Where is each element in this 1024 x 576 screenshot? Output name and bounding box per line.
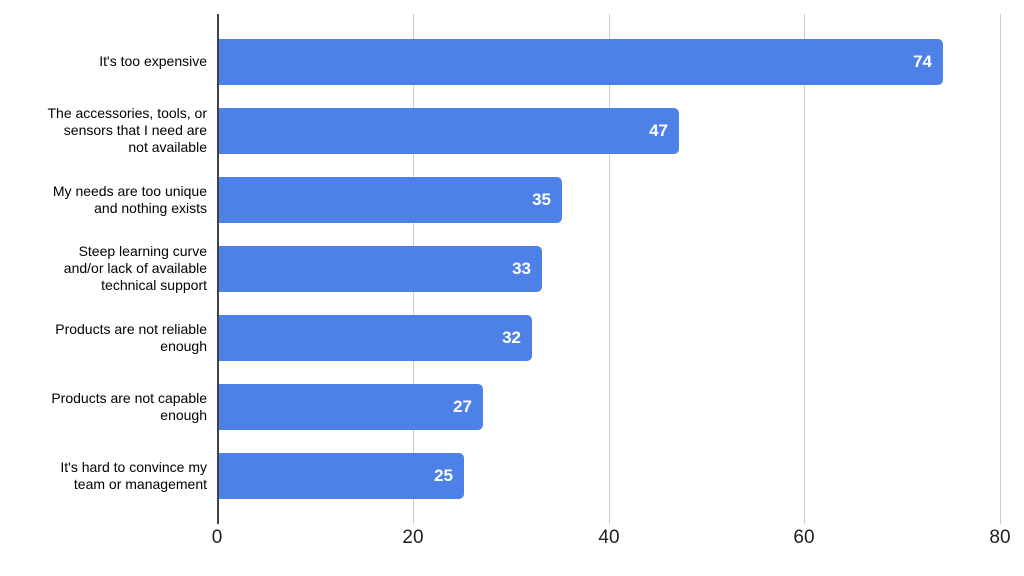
x-tick-label: 0 xyxy=(211,527,223,548)
x-axis-tick-labels: 0 20 40 60 80 xyxy=(212,527,1011,551)
x-tick-label: 20 xyxy=(402,527,424,548)
plot-area: 74 47 35 33 32 27 25 xyxy=(217,14,1009,524)
category-label-row: My needs are too unique and nothing exis… xyxy=(0,165,207,234)
bar-value-label: 27 xyxy=(453,396,472,416)
bar: 74 xyxy=(219,38,943,85)
y-axis-line xyxy=(217,14,219,524)
bar-row: 27 xyxy=(219,372,1009,441)
category-label-row: Steep learning curve and/or lack of avai… xyxy=(0,234,207,303)
bar-row: 33 xyxy=(219,234,1009,303)
category-label: It's hard to convince my team or managem… xyxy=(60,458,207,492)
category-label: Products are not capable enough xyxy=(51,389,207,423)
bar: 32 xyxy=(219,314,532,361)
bars-container: 74 47 35 33 32 27 25 xyxy=(219,27,1009,510)
bar-row: 25 xyxy=(219,441,1009,510)
category-label: Steep learning curve and/or lack of avai… xyxy=(63,243,207,293)
bar-row: 35 xyxy=(219,165,1009,234)
x-tick-label: 40 xyxy=(598,527,620,548)
bar: 47 xyxy=(219,107,679,154)
bar-row: 32 xyxy=(219,303,1009,372)
bar-value-label: 47 xyxy=(649,120,668,140)
bar-value-label: 74 xyxy=(913,51,932,71)
gridline xyxy=(1000,14,1001,524)
bar-value-label: 25 xyxy=(434,465,453,485)
bar-value-label: 33 xyxy=(512,258,531,278)
bar-row: 74 xyxy=(219,27,1009,96)
category-label: My needs are too unique and nothing exis… xyxy=(52,182,207,216)
gridline xyxy=(609,14,610,524)
category-label: Products are not reliable enough xyxy=(55,320,207,354)
category-label: The accessories, tools, or sensors that … xyxy=(47,105,207,155)
category-axis-labels: It's too expensive The accessories, tools… xyxy=(0,27,207,510)
category-label-row: It's hard to convince my team or managem… xyxy=(0,441,207,510)
bar: 27 xyxy=(219,383,483,430)
bar-row: 47 xyxy=(219,96,1009,165)
category-label-row: Products are not reliable enough xyxy=(0,303,207,372)
category-label: It's too expensive xyxy=(99,53,207,69)
bar: 35 xyxy=(219,176,562,223)
category-label-row: Products are not capable enough xyxy=(0,372,207,441)
category-label-row: The accessories, tools, or sensors that … xyxy=(0,96,207,165)
bar-value-label: 32 xyxy=(502,327,521,347)
bar: 25 xyxy=(219,452,464,499)
bar: 33 xyxy=(219,245,542,292)
gridline xyxy=(804,14,805,524)
bar-value-label: 35 xyxy=(532,189,551,209)
x-tick-label: 80 xyxy=(989,527,1011,548)
x-tick-label: 60 xyxy=(793,527,815,548)
category-label-row: It's too expensive xyxy=(0,27,207,96)
